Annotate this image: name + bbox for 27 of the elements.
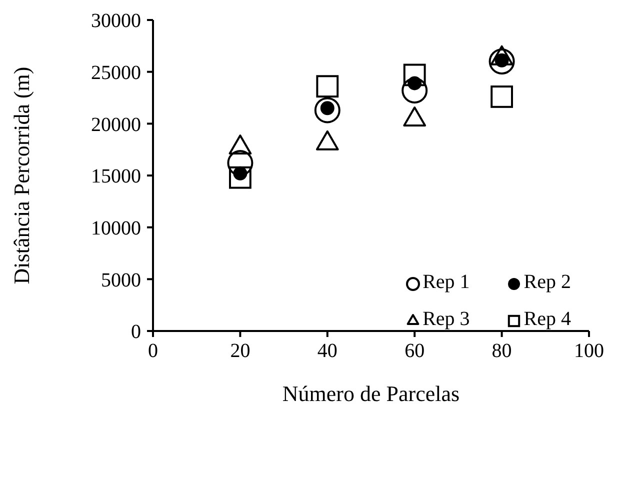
point <box>316 75 339 98</box>
point <box>402 77 428 104</box>
x-tick-label: 20 <box>230 340 250 362</box>
x-tick-label: 100 <box>574 340 604 362</box>
point <box>488 48 515 74</box>
y-tick-label: 0 <box>131 321 141 344</box>
y-tick-label: 30000 <box>91 10 141 32</box>
legend-label: Rep 2 <box>524 271 571 294</box>
y-tick-label: 5000 <box>101 269 141 292</box>
y-tick-label: 15000 <box>91 166 141 188</box>
y-tick-label: 25000 <box>91 62 141 84</box>
legend-label: Rep 1 <box>422 271 470 294</box>
point <box>227 150 254 176</box>
y-tick-label: 20000 <box>91 114 141 136</box>
x-axis-title: Número de Parcelas <box>282 381 460 406</box>
point <box>314 97 340 124</box>
point <box>403 64 426 86</box>
point <box>490 86 513 108</box>
y-axis-title: Distância Percorrida (m) <box>8 66 34 284</box>
x-tick-label: 80 <box>492 340 512 362</box>
x-tick-label: 0 <box>148 340 158 362</box>
y-tick-label: 10000 <box>91 217 141 240</box>
legend-label: Rep 4 <box>524 308 571 331</box>
x-tick-label: 40 <box>317 340 338 362</box>
x-tick-label: 60 <box>404 340 425 362</box>
point <box>229 166 252 189</box>
legend-label: Rep 3 <box>422 308 470 331</box>
